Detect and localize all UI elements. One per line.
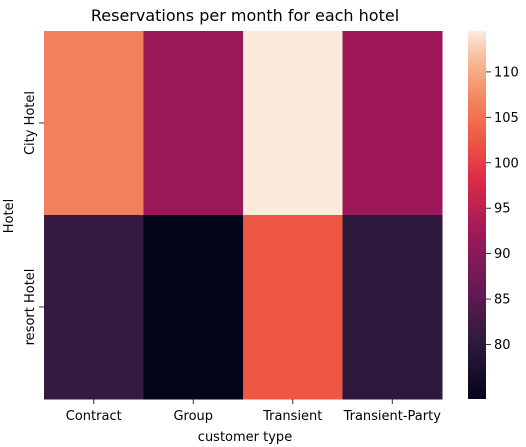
colorbar-tick-label: 105 bbox=[494, 111, 519, 126]
colorbar-tick-label: 110 bbox=[494, 65, 519, 80]
heatmap-cell bbox=[243, 215, 343, 400]
colorbar-tick-label: 85 bbox=[494, 293, 511, 308]
x-tick-label: Group bbox=[173, 409, 213, 424]
colorbar-ticks: 80 85 90 95 100 105 110 bbox=[486, 65, 519, 353]
heatmap-cell bbox=[342, 31, 443, 216]
x-axis: Contract Group Transient Transient-Party bbox=[66, 399, 441, 424]
y-tick-label: City Hotel bbox=[23, 91, 38, 155]
heatmap-cell bbox=[44, 31, 144, 216]
heatmap-cell bbox=[143, 31, 244, 216]
x-axis-label: customer type bbox=[198, 430, 292, 445]
colorbar-tick-label: 100 bbox=[494, 156, 519, 171]
colorbar-tick-label: 90 bbox=[494, 247, 511, 262]
y-axis: City Hotel resort Hotel bbox=[23, 91, 44, 345]
y-axis-label: Hotel bbox=[2, 199, 17, 233]
chart-title: Reservations per month for each hotel bbox=[91, 6, 399, 25]
heatmap-cell bbox=[143, 215, 244, 400]
x-tick-label: Transient-Party bbox=[343, 409, 442, 424]
heatmap-cells bbox=[44, 31, 443, 400]
heatmap-cell bbox=[342, 215, 443, 400]
colorbar bbox=[468, 31, 486, 399]
heatmap-cell bbox=[44, 215, 144, 400]
x-tick-label: Transient bbox=[262, 409, 322, 424]
colorbar-tick-label: 95 bbox=[494, 202, 511, 217]
heatmap-cell bbox=[243, 31, 343, 216]
y-tick-label: resort Hotel bbox=[23, 269, 38, 346]
x-tick-label: Contract bbox=[66, 409, 122, 424]
colorbar-tick-label: 80 bbox=[494, 338, 511, 353]
